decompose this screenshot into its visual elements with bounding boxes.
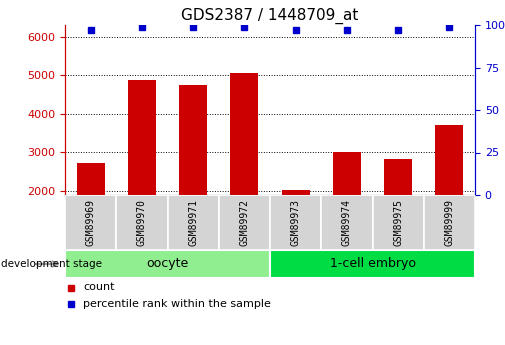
Bar xyxy=(281,190,310,195)
Bar xyxy=(65,195,116,250)
Bar xyxy=(77,163,105,195)
Text: 1-cell embryo: 1-cell embryo xyxy=(329,257,416,270)
Bar xyxy=(168,195,219,250)
Text: GSM89972: GSM89972 xyxy=(239,199,249,246)
Bar xyxy=(116,195,168,250)
Text: GSM89973: GSM89973 xyxy=(290,199,300,246)
Bar xyxy=(128,80,156,195)
Text: GSM89999: GSM89999 xyxy=(444,199,454,246)
Bar xyxy=(384,159,412,195)
Bar xyxy=(179,85,207,195)
Bar xyxy=(373,195,424,250)
Text: GSM89970: GSM89970 xyxy=(137,199,147,246)
Bar xyxy=(321,195,373,250)
Text: percentile rank within the sample: percentile rank within the sample xyxy=(83,299,271,309)
Text: GSM89975: GSM89975 xyxy=(393,199,403,246)
Bar xyxy=(230,73,259,195)
Text: GSM89971: GSM89971 xyxy=(188,199,198,246)
Text: GSM89969: GSM89969 xyxy=(86,199,95,246)
Bar xyxy=(65,250,270,278)
Text: GSM89974: GSM89974 xyxy=(342,199,352,246)
Bar xyxy=(435,125,464,195)
Text: development stage: development stage xyxy=(1,259,102,269)
Bar xyxy=(424,195,475,250)
Text: oocyte: oocyte xyxy=(146,257,189,270)
Bar xyxy=(270,250,475,278)
Bar xyxy=(270,195,321,250)
Bar xyxy=(333,152,361,195)
Text: count: count xyxy=(83,283,115,293)
Bar xyxy=(219,195,270,250)
Title: GDS2387 / 1448709_at: GDS2387 / 1448709_at xyxy=(181,8,359,24)
